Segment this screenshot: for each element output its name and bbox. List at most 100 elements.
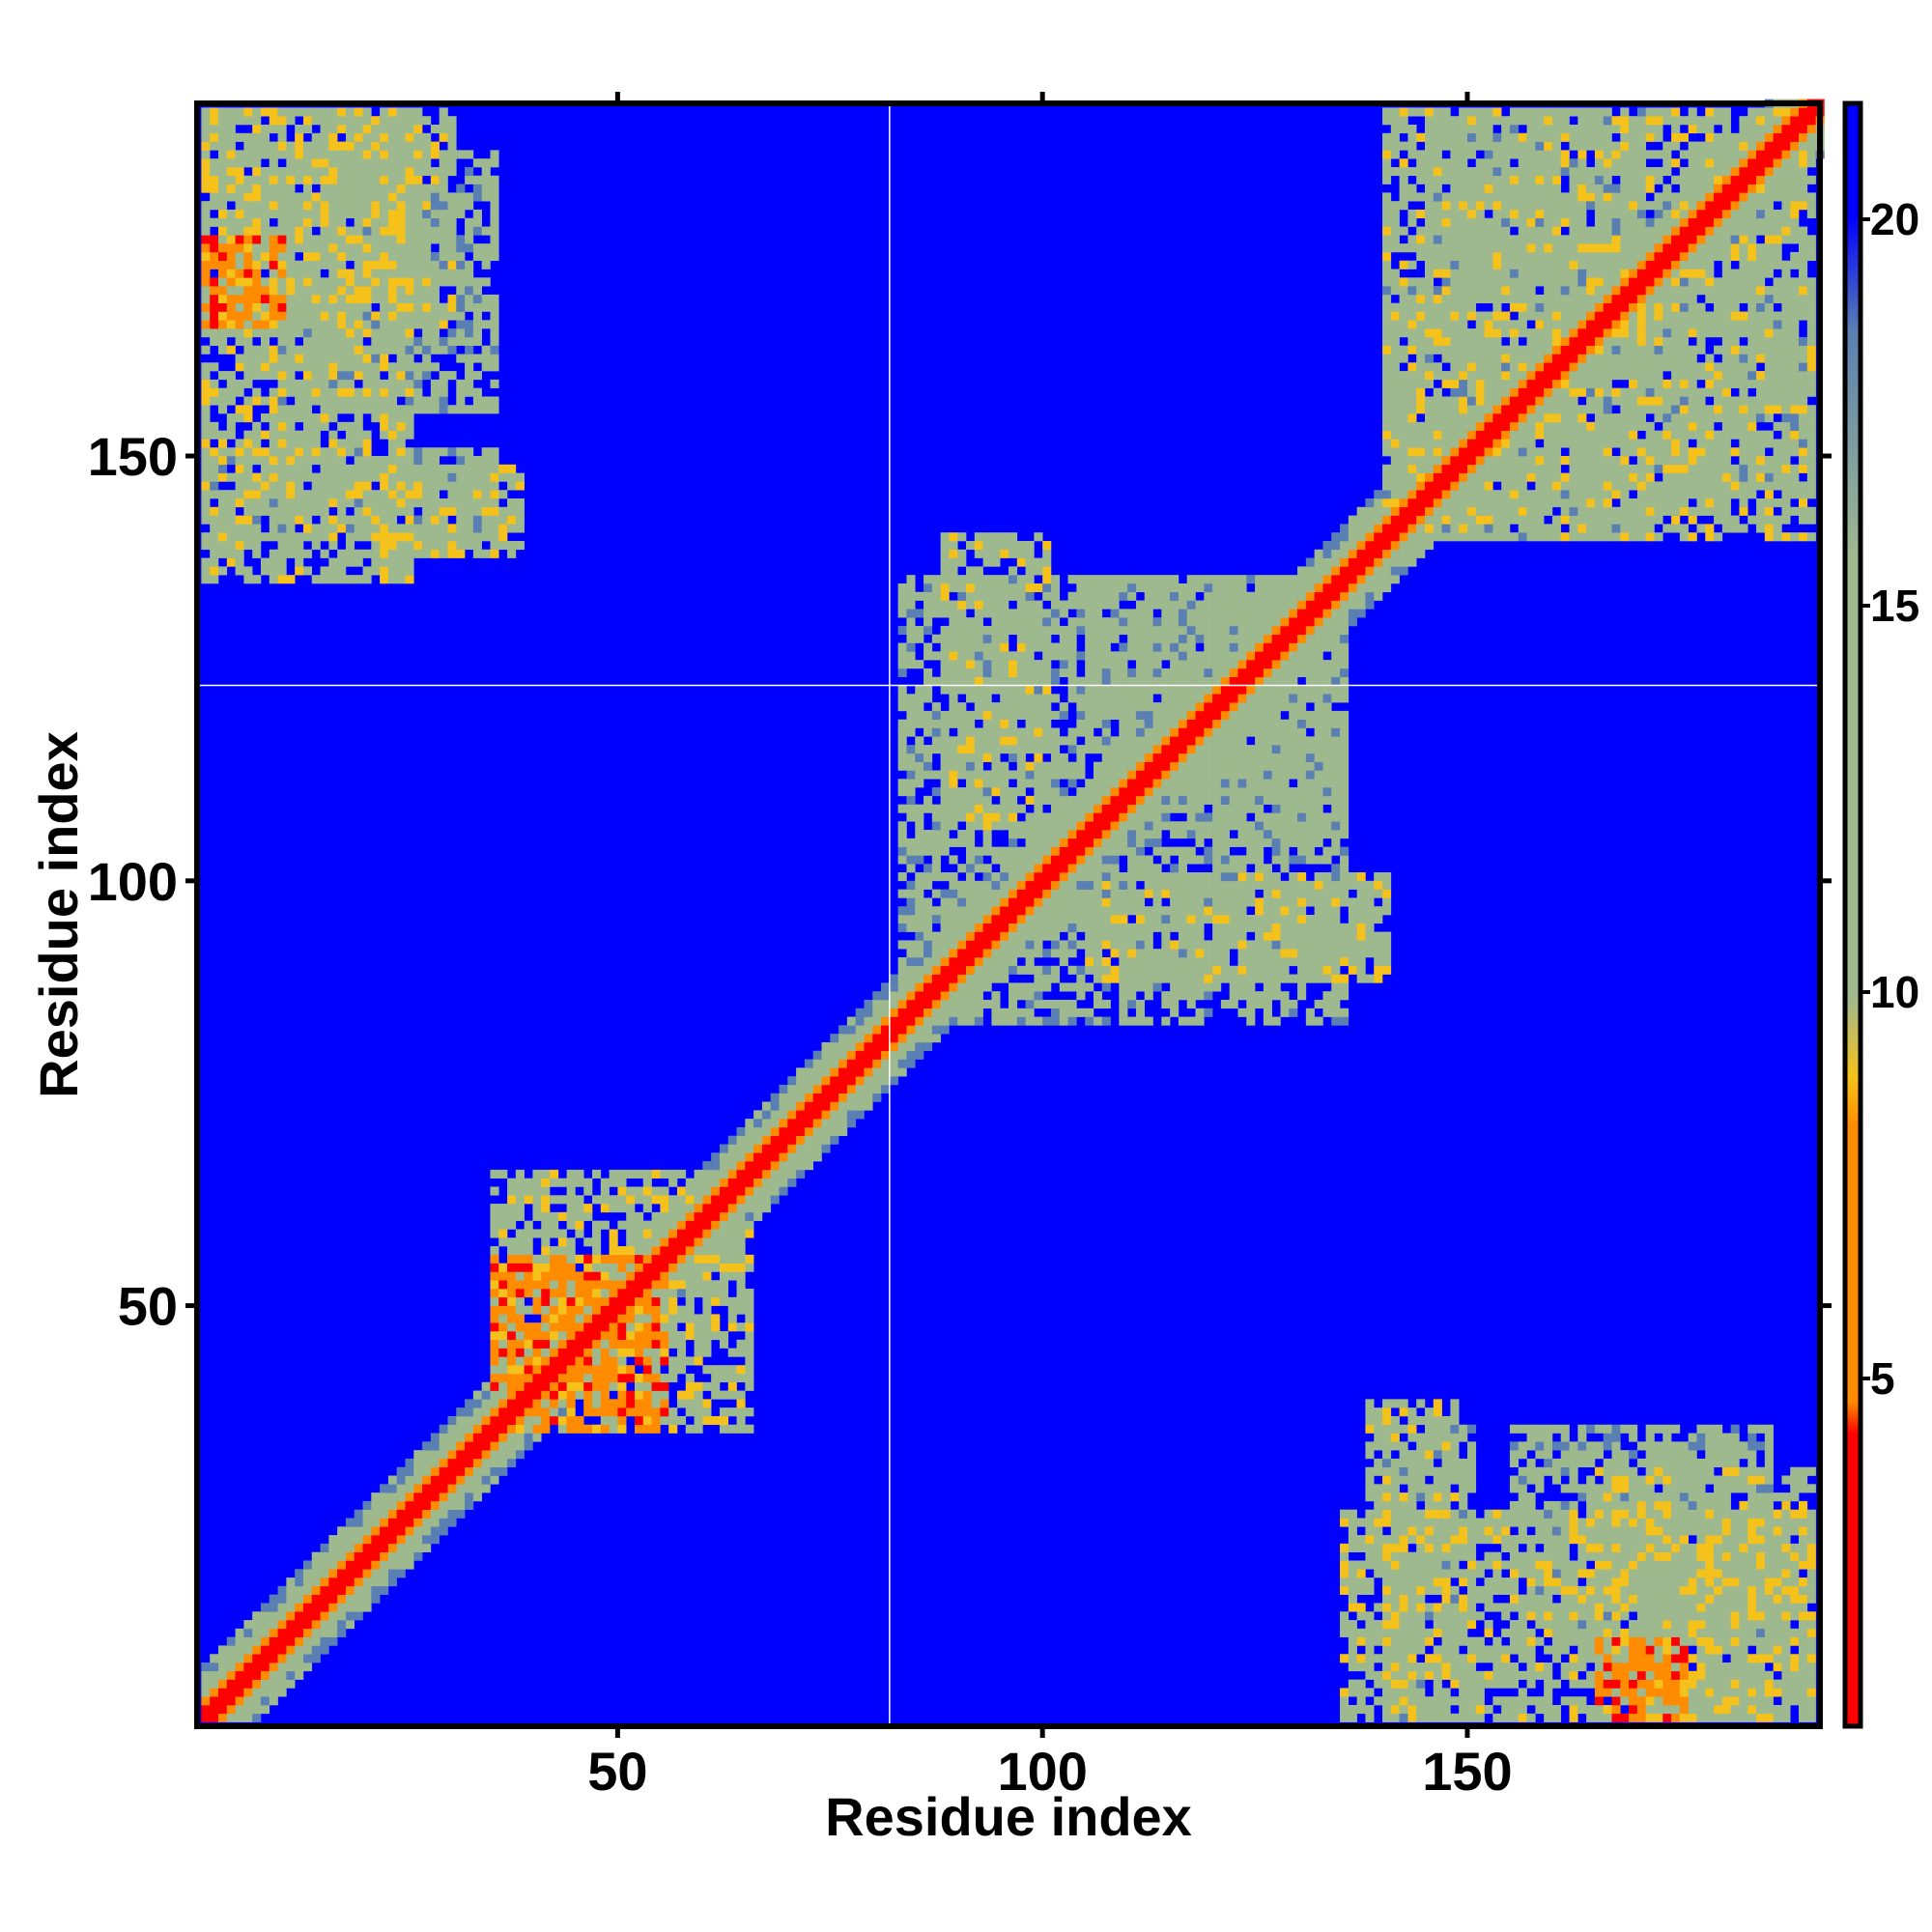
heatmap-cell: [354, 217, 363, 227]
heatmap-cell: [915, 770, 924, 780]
heatmap-cell: [1178, 897, 1188, 907]
heatmap-cell: [872, 1093, 882, 1102]
heatmap-cell: [320, 217, 329, 227]
heatmap-cell: [1067, 795, 1077, 805]
heatmap-cell: [846, 1119, 856, 1128]
heatmap-cell: [940, 660, 950, 669]
heatmap-cell: [949, 915, 958, 924]
heatmap-cell: [472, 472, 482, 482]
heatmap-cell: [277, 447, 287, 457]
heatmap-cell: [991, 651, 1001, 661]
heatmap-cell: [362, 379, 372, 388]
heatmap-cell: [532, 1373, 542, 1383]
heatmap-cell: [1127, 906, 1137, 916]
heatmap-cell: [226, 1662, 236, 1672]
heatmap-cell: [481, 175, 491, 185]
heatmap-cell: [210, 302, 219, 312]
heatmap-cell: [1195, 710, 1205, 720]
heatmap-cell: [413, 540, 423, 551]
heatmap-cell: [1135, 685, 1146, 695]
heatmap-cell: [668, 1246, 678, 1256]
heatmap-cell: [1212, 753, 1222, 762]
heatmap-cell: [490, 1229, 499, 1238]
heatmap-cell: [405, 362, 414, 372]
heatmap-cell: [1009, 1016, 1018, 1026]
heatmap-cell: [524, 1407, 533, 1417]
heatmap-cell: [1135, 582, 1146, 593]
heatmap-cell: [1144, 812, 1153, 822]
heatmap-cell: [779, 1126, 788, 1136]
heatmap-cell: [575, 1314, 584, 1323]
heatmap-cell: [328, 1577, 338, 1587]
heatmap-cell: [490, 1254, 499, 1264]
heatmap-cell: [320, 498, 329, 508]
heatmap-cell: [396, 1569, 406, 1578]
heatmap-cell: [456, 1484, 466, 1493]
heatmap-cell: [286, 532, 296, 542]
heatmap-cell: [490, 490, 499, 499]
heatmap-cell: [583, 1365, 593, 1375]
heatmap-cell: [387, 421, 398, 431]
heatmap-cell: [235, 1688, 244, 1697]
heatmap-cell: [1152, 974, 1162, 983]
heatmap-cell: [490, 1305, 499, 1315]
heatmap-cell: [957, 991, 967, 1001]
heatmap-cell: [541, 1356, 551, 1366]
heatmap-cell: [982, 634, 992, 643]
heatmap-cell: [1144, 906, 1153, 916]
heatmap-cell: [1101, 582, 1111, 593]
heatmap-cell: [685, 1211, 695, 1221]
heatmap-cell: [243, 277, 253, 287]
heatmap-cell: [626, 1220, 636, 1230]
heatmap-cell: [779, 1169, 788, 1179]
heatmap-cell: [966, 795, 976, 805]
heatmap-cell: [1009, 710, 1018, 720]
heatmap-cell: [362, 311, 372, 321]
heatmap-cell: [243, 575, 253, 584]
heatmap-cell: [991, 949, 1001, 958]
heatmap-cell: [1170, 770, 1179, 780]
heatmap-cell: [302, 515, 313, 525]
heatmap-cell: [634, 1195, 644, 1205]
heatmap-cell: [915, 685, 924, 695]
heatmap-cell: [362, 515, 372, 525]
heatmap-cell: [991, 532, 1001, 542]
heatmap-cell: [422, 184, 432, 193]
heatmap-cell: [557, 1356, 567, 1366]
heatmap-cell: [931, 1025, 941, 1035]
heatmap-cell: [354, 124, 363, 134]
heatmap-cell: [337, 336, 347, 346]
heatmap-cell: [490, 158, 499, 168]
heatmap-cell: [626, 1169, 636, 1179]
heatmap-cell: [405, 1475, 414, 1485]
heatmap-cell: [974, 582, 983, 593]
heatmap-cell: [328, 217, 338, 227]
heatmap-cell: [915, 906, 924, 916]
heatmap-cell: [1135, 931, 1146, 941]
heatmap-cell: [1178, 956, 1188, 967]
heatmap-cell: [380, 490, 389, 499]
heatmap-cell: [923, 609, 933, 618]
heatmap-cell: [1204, 982, 1213, 992]
heatmap-cell: [311, 217, 321, 227]
heatmap-cell: [668, 1289, 678, 1298]
heatmap-cell: [1195, 923, 1205, 932]
heatmap-cell: [201, 498, 211, 508]
heatmap-cell: [949, 753, 958, 762]
heatmap-cell: [991, 685, 1001, 695]
heatmap-cell: [286, 540, 296, 551]
heatmap-cell: [269, 1670, 278, 1680]
heatmap-cell: [243, 396, 253, 406]
heatmap-cell: [804, 1110, 813, 1120]
heatmap-cell: [583, 1263, 593, 1272]
heatmap-cell: [311, 447, 321, 457]
heatmap-cell: [472, 320, 482, 329]
heatmap-cell: [277, 217, 287, 227]
heatmap-cell: [982, 719, 992, 728]
heatmap-cell: [719, 1280, 729, 1290]
heatmap-cell: [362, 430, 372, 440]
heatmap-cell: [1050, 591, 1061, 601]
heatmap-cell: [1110, 575, 1120, 584]
heatmap-cell: [796, 1101, 806, 1111]
heatmap-cell: [1161, 779, 1171, 788]
